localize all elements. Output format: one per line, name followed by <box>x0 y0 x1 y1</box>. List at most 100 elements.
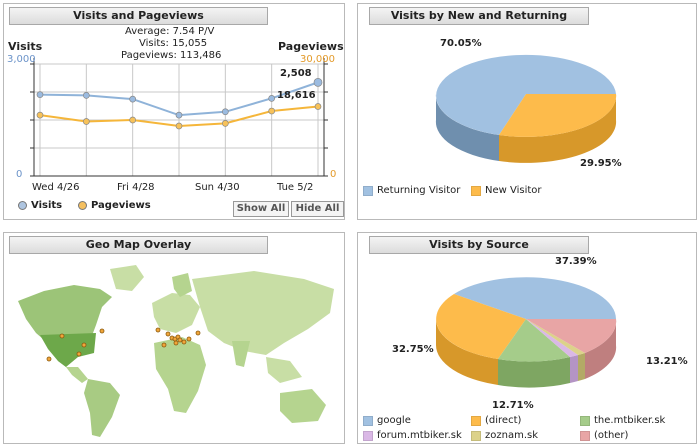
pie-slice-direct <box>436 294 526 359</box>
legend-visits-label: Visits <box>31 200 63 211</box>
panel-title: Visits by Source <box>369 236 589 254</box>
last-visits-value: 2,508 <box>280 68 312 79</box>
data-point-pageviews <box>314 103 322 110</box>
pct-returning: 70.05% <box>440 38 482 49</box>
map-region-south-america <box>84 379 120 437</box>
map-region-north-america <box>18 285 112 367</box>
world-map[interactable] <box>4 233 346 445</box>
city-marker <box>76 351 82 357</box>
legend-label: the.mtbiker.sk <box>594 415 666 426</box>
summary-pageviews: Pageviews: 113,486 <box>121 50 222 61</box>
map-region-australia <box>280 389 326 423</box>
pct-mtbiker: 12.71% <box>492 400 534 411</box>
panel-title: Visits by New and Returning <box>369 7 589 25</box>
map-region-africa <box>154 337 206 413</box>
map-region-southeast-asia <box>266 357 302 383</box>
pie-side-mtbiker <box>498 357 570 388</box>
pie-slice-zoznam <box>526 319 585 355</box>
map-region-usa <box>40 333 96 367</box>
city-marker <box>59 333 65 339</box>
legend-swatch <box>471 430 481 441</box>
pie-slice-forum <box>526 319 578 357</box>
right-axis-label: Pageviews <box>278 40 344 53</box>
pie-side-returning <box>435 94 499 161</box>
legend-new-label: New Visitor <box>485 185 542 196</box>
city-marker <box>99 328 105 334</box>
city-marker <box>195 330 201 336</box>
left-axis-min: 0 <box>16 169 23 180</box>
right-axis-max: 30,000 <box>300 54 335 65</box>
data-point-visits <box>82 92 90 99</box>
legend-pageviews[interactable]: Pageviews <box>78 200 151 211</box>
map-region-india <box>232 341 250 367</box>
legend-zoznam[interactable]: zoznam.sk <box>471 430 538 441</box>
pie-side-direct <box>435 319 498 385</box>
city-marker <box>165 331 171 337</box>
city-marker <box>177 337 183 343</box>
city-marker <box>46 356 52 362</box>
legend-swatch <box>580 415 590 426</box>
city-markers <box>46 327 201 362</box>
legend-other[interactable]: (other) <box>580 430 628 441</box>
city-marker <box>81 342 87 348</box>
x-tick-label: Tue 5/2 <box>277 182 314 193</box>
legend-mtbiker[interactable]: the.mtbiker.sk <box>580 415 665 426</box>
summary-average: Average: 7.54 P/V <box>125 26 215 37</box>
legend-new[interactable]: New Visitor <box>471 185 542 196</box>
city-marker <box>186 336 192 342</box>
legend-returning-swatch <box>363 185 373 196</box>
x-tick-label: Wed 4/26 <box>32 182 80 193</box>
hide-all-button[interactable]: Hide All <box>291 201 344 217</box>
x-tick-label: Fri 4/28 <box>117 182 155 193</box>
map-region-scandinavia <box>172 273 192 297</box>
legend-visits-dot-icon <box>18 201 27 210</box>
pie-slice-returning <box>436 54 616 136</box>
legend-forum[interactable]: forum.mtbiker.sk <box>363 430 462 441</box>
map-region-greenland <box>110 265 144 291</box>
new-returning-pie-chart <box>435 54 617 163</box>
data-point-visits <box>36 91 44 98</box>
pct-direct: 32.75% <box>392 344 434 355</box>
city-marker <box>155 327 161 333</box>
data-point-visits <box>129 95 137 103</box>
data-point-visits <box>313 78 323 87</box>
data-point-pageviews <box>82 118 90 125</box>
map-region-central-america <box>66 367 88 383</box>
data-point-visits <box>175 111 183 119</box>
pie-slice-new <box>499 94 617 137</box>
legend-label: zoznam.sk <box>485 430 539 441</box>
pie-side-forum <box>570 355 578 383</box>
legend-swatch <box>471 415 481 426</box>
pie-slice-google <box>454 277 616 319</box>
pct-other: 13.21% <box>646 356 688 367</box>
right-axis-min: 0 <box>330 169 337 180</box>
data-point-visits <box>268 94 276 102</box>
city-marker <box>181 339 187 345</box>
legend-google[interactable]: google <box>363 415 411 426</box>
new-returning-panel: Visits by New and Returning 70.05% 29.95… <box>357 3 697 220</box>
data-point-pageviews <box>129 116 137 124</box>
legend-pageviews-dot-icon <box>78 201 87 210</box>
pie-slice-mtbiker <box>498 319 570 362</box>
pie-slice-other <box>526 319 617 353</box>
legend-direct[interactable]: (direct) <box>471 415 521 426</box>
legend-returning[interactable]: Returning Visitor <box>363 185 460 196</box>
legend-label: (other) <box>594 430 629 441</box>
legend-swatch <box>580 430 590 441</box>
city-marker <box>161 342 167 348</box>
line-chart <box>30 58 328 177</box>
show-all-button[interactable]: Show All <box>233 201 289 217</box>
legend-new-swatch <box>471 185 481 196</box>
legend-returning-label: Returning Visitor <box>377 185 461 196</box>
geo-map-panel: Geo Map Overlay <box>3 232 345 444</box>
map-region-europe <box>152 293 200 333</box>
legend-label: (direct) <box>485 415 522 426</box>
last-pageviews-value: 18,616 <box>277 90 316 101</box>
legend-visits[interactable]: Visits <box>18 200 62 211</box>
data-point-pageviews <box>221 120 229 127</box>
summary-visits: Visits: 15,055 <box>139 38 208 49</box>
data-point-pageviews <box>36 111 44 119</box>
x-tick-label: Sun 4/30 <box>195 182 240 193</box>
city-marker <box>173 340 179 346</box>
visits-pageviews-panel: Visits and Pageviews Visits 3,000 0 Page… <box>3 3 345 220</box>
